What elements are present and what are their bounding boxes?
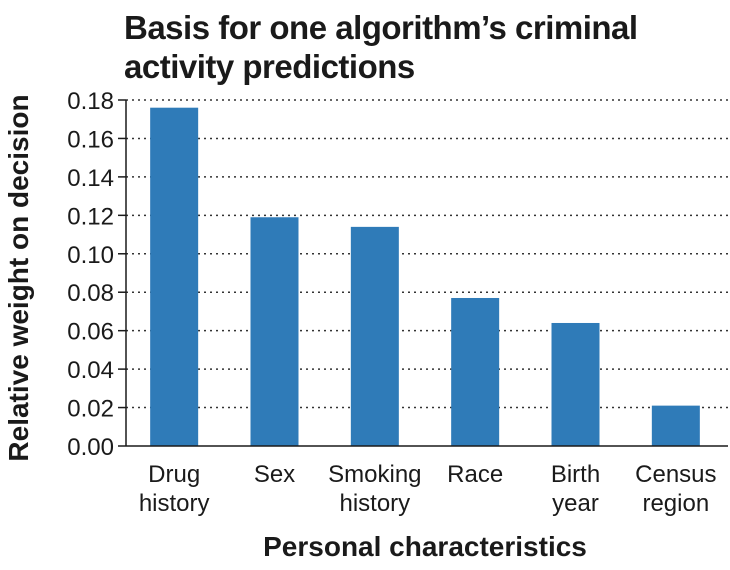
y-tick-label: 0.10 <box>67 242 114 269</box>
x-category-label-line: history <box>139 490 210 517</box>
y-axis-title: Relative weight on decision <box>3 94 34 461</box>
x-category-label: Race <box>447 461 503 488</box>
x-category-label: Smoking history <box>328 461 421 517</box>
x-category-label-line: region <box>642 490 709 517</box>
x-category-label-line: history <box>339 490 410 517</box>
axes <box>118 99 728 447</box>
x-category-label-line: Sex <box>254 461 295 488</box>
chart-title: Basis for one algorithm’s criminal activ… <box>124 9 638 85</box>
x-category-label-line: year <box>552 490 599 517</box>
x-category-label-line: Smoking <box>328 461 421 488</box>
x-category-label: Drug history <box>139 461 210 517</box>
y-tick-label: 0.06 <box>67 319 114 346</box>
y-tick-label: 0.18 <box>67 88 114 115</box>
y-tick-label: 0.08 <box>67 280 114 307</box>
y-tick-label: 0.04 <box>67 357 114 384</box>
labels: 0.00 0.02 0.04 0.06 0.08 0.10 0.12 0.14 0.16 0.18… <box>67 88 716 517</box>
bar <box>350 226 399 446</box>
bars <box>150 107 700 446</box>
bar <box>651 405 700 446</box>
y-tick-label: 0.02 <box>67 396 114 423</box>
x-axis-title: Personal characteristics <box>263 531 587 562</box>
bar <box>451 297 500 446</box>
y-tick-label: 0.00 <box>67 434 114 461</box>
y-tick-label: 0.12 <box>67 203 114 230</box>
x-category-label: Census region <box>635 461 716 517</box>
x-category-label-line: Drug <box>148 461 200 488</box>
bar <box>250 217 299 446</box>
x-category-label: Birth year <box>551 461 600 517</box>
x-category-label: Sex <box>254 461 295 488</box>
x-category-label-line: Census <box>635 461 716 488</box>
x-category-label-line: Race <box>447 461 503 488</box>
y-tick-label: 0.16 <box>67 126 114 153</box>
y-tick-label: 0.14 <box>67 165 114 192</box>
bar <box>551 322 600 446</box>
x-category-label-line: Birth <box>551 461 600 488</box>
gridlines <box>126 99 728 409</box>
bar <box>150 107 199 446</box>
